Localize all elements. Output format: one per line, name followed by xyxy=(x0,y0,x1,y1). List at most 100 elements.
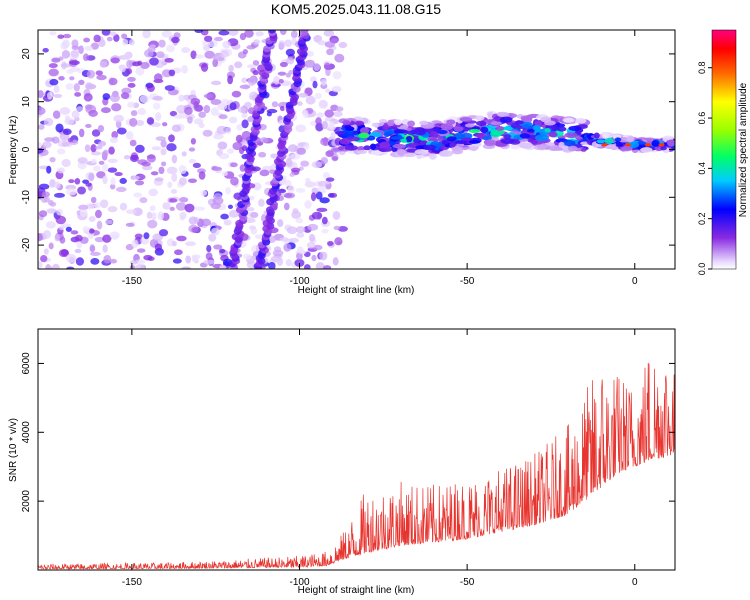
heatmap-cell xyxy=(131,239,139,248)
heatmap-cell xyxy=(378,119,388,124)
heatmap-cell xyxy=(152,102,161,110)
heatmap-cell xyxy=(121,33,128,39)
heatmap-cell xyxy=(278,188,287,193)
heatmap-cell xyxy=(271,83,281,88)
heatmap-cell xyxy=(296,252,303,261)
heatmap-cell xyxy=(205,252,213,261)
heatmap-cell xyxy=(184,203,195,213)
heatmap-cell xyxy=(332,210,341,220)
heatmap-cell xyxy=(200,218,212,227)
heatmap-cell xyxy=(277,219,284,228)
heatmap-cell xyxy=(109,31,117,37)
heatmap-cell xyxy=(85,82,93,90)
heatmap-cell xyxy=(139,197,148,204)
heatmap-cell xyxy=(49,78,59,86)
heatmap-cell xyxy=(285,72,291,78)
heatmap-cell xyxy=(42,141,52,149)
heatmap-cell xyxy=(171,173,178,182)
heatmap-cell xyxy=(620,145,633,152)
heatmap-cell xyxy=(54,181,61,189)
heatmap-cell xyxy=(453,126,464,132)
heatmap-cell xyxy=(95,70,103,76)
heatmap-cell xyxy=(328,120,335,130)
heatmap-cell xyxy=(295,226,306,233)
heatmap-cell xyxy=(109,93,120,103)
heatmap-cell xyxy=(403,153,417,158)
heatmap-cell xyxy=(71,45,80,51)
heatmap-cell xyxy=(162,202,171,210)
heatmap-cell xyxy=(187,116,193,124)
heatmap-cell xyxy=(295,217,304,224)
heatmap-cell xyxy=(144,49,154,58)
heatmap-cell xyxy=(536,144,549,149)
heatmap-cell xyxy=(45,221,56,229)
heatmap-cell xyxy=(427,136,435,142)
heatmap-cell xyxy=(146,84,155,92)
heatmap-cell xyxy=(51,57,61,63)
spectrogram-ytick-label: -10 xyxy=(21,190,32,205)
heatmap-cell xyxy=(228,116,238,124)
heatmap-cell xyxy=(179,211,187,219)
spectrogram-xlabel: Height of straight line (km) xyxy=(298,285,415,296)
heatmap-cell xyxy=(195,54,204,59)
heatmap-cell xyxy=(129,139,137,147)
heatmap-cell xyxy=(359,127,370,135)
heatmap-cell xyxy=(503,126,513,131)
heatmap-cell xyxy=(137,107,146,116)
heatmap-cell xyxy=(626,135,635,143)
heatmap-cell xyxy=(38,183,50,190)
heatmap-cell xyxy=(166,143,177,152)
heatmap-cell xyxy=(103,254,112,264)
heatmap-cell xyxy=(351,130,359,136)
heatmap-cell xyxy=(312,80,318,89)
heatmap-cell xyxy=(370,150,383,156)
heatmap-cell xyxy=(414,128,427,136)
heatmap-cell xyxy=(168,69,176,77)
heatmap-cell xyxy=(57,167,65,174)
heatmap-cell xyxy=(247,207,255,212)
heatmap-cell xyxy=(59,107,71,115)
heatmap-cell xyxy=(459,117,473,122)
heatmap-cell xyxy=(454,140,469,145)
heatmap-cell xyxy=(110,177,116,186)
heatmap-cell xyxy=(160,148,167,156)
heatmap-cell xyxy=(198,111,207,118)
heatmap-cell xyxy=(586,133,595,140)
heatmap-cell xyxy=(331,85,342,93)
heatmap-cell xyxy=(44,137,55,142)
heatmap-cell xyxy=(82,53,89,62)
heatmap-cell xyxy=(95,145,103,150)
snr-xtick-label: -150 xyxy=(122,577,142,588)
heatmap-cell xyxy=(243,253,252,260)
heatmap-cell xyxy=(38,142,42,147)
heatmap-cell xyxy=(296,147,307,155)
heatmap-cell xyxy=(149,57,159,66)
heatmap-cell xyxy=(295,188,306,193)
heatmap-cell xyxy=(325,177,335,182)
colorbar-gradient xyxy=(711,29,737,270)
heatmap-cell xyxy=(475,115,485,121)
snr-xtick-label: -50 xyxy=(460,577,475,588)
heatmap-cell xyxy=(651,140,660,147)
heatmap-cell xyxy=(399,124,408,131)
heatmap-cell xyxy=(129,117,138,127)
heatmap-cell xyxy=(51,263,60,269)
heatmap-cell xyxy=(109,183,116,190)
heatmap-cell xyxy=(230,162,238,168)
heatmap-cell xyxy=(41,191,50,198)
heatmap-cell xyxy=(83,37,91,43)
heatmap-cell xyxy=(188,216,198,225)
heatmap-cell xyxy=(239,84,251,90)
heatmap-cell xyxy=(116,127,127,135)
heatmap-cell xyxy=(181,64,188,74)
heatmap-cell xyxy=(210,107,219,116)
heatmap-cell xyxy=(217,141,228,150)
heatmap-cell xyxy=(283,202,290,211)
heatmap-cell xyxy=(334,237,343,246)
heatmap-cell xyxy=(200,190,208,196)
heatmap-cell xyxy=(67,137,74,143)
heatmap-cell xyxy=(222,40,231,49)
heatmap-cell xyxy=(185,241,196,247)
heatmap-cell xyxy=(206,244,212,253)
heatmap-cell xyxy=(55,123,64,133)
